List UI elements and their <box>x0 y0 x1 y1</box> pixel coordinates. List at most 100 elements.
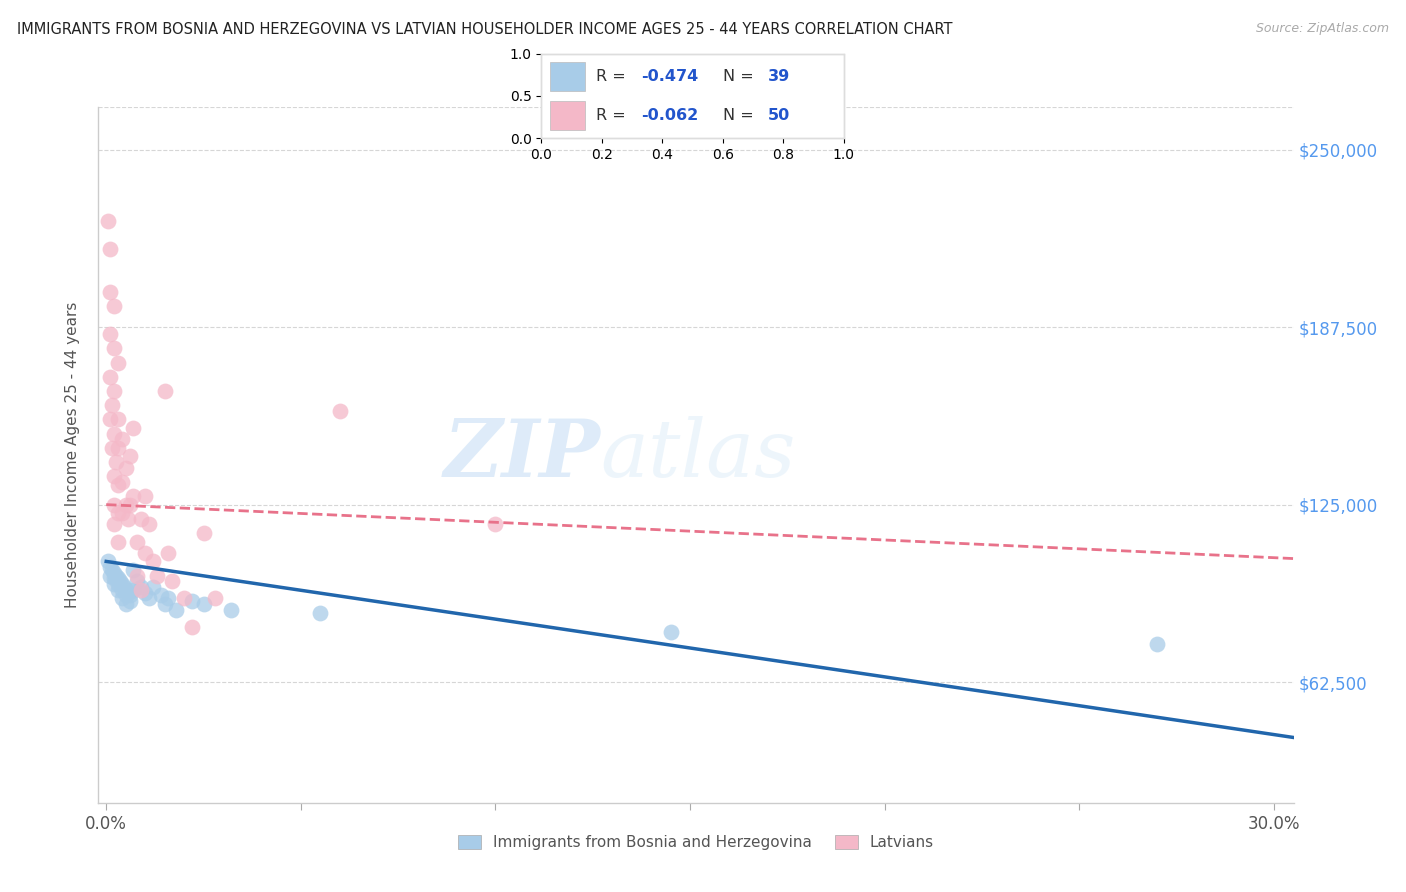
Point <box>103 498 125 512</box>
Point <box>111 577 134 591</box>
Point <box>111 582 134 597</box>
Point <box>114 460 136 475</box>
Text: 39: 39 <box>768 69 790 84</box>
Text: N =: N = <box>723 69 759 84</box>
Point <box>193 597 215 611</box>
Point <box>157 591 180 606</box>
Text: -0.062: -0.062 <box>641 108 699 123</box>
Text: R =: R = <box>596 69 631 84</box>
Point <box>153 384 176 398</box>
Point <box>153 597 176 611</box>
Point <box>219 603 242 617</box>
Point <box>118 594 141 608</box>
Point <box>127 574 149 589</box>
Point <box>98 568 121 582</box>
Point <box>104 455 127 469</box>
Point <box>129 512 152 526</box>
Point <box>98 285 121 299</box>
Point <box>103 299 125 313</box>
Point <box>98 369 121 384</box>
Point <box>103 384 125 398</box>
Point <box>108 574 131 589</box>
Point <box>107 506 129 520</box>
Point <box>114 597 136 611</box>
Point <box>134 546 156 560</box>
Point <box>157 546 180 560</box>
Point <box>118 589 141 603</box>
Point <box>193 526 215 541</box>
Point <box>98 242 121 256</box>
Point <box>107 441 129 455</box>
Point <box>111 475 134 489</box>
Point <box>104 568 127 582</box>
Point <box>142 554 165 568</box>
FancyBboxPatch shape <box>550 62 585 91</box>
Point <box>103 571 125 585</box>
Point <box>107 582 129 597</box>
Point <box>129 582 152 597</box>
Y-axis label: Householder Income Ages 25 - 44 years: Householder Income Ages 25 - 44 years <box>65 301 80 608</box>
Point <box>122 582 145 597</box>
Point <box>329 404 352 418</box>
Point <box>111 591 134 606</box>
Point <box>97 554 120 568</box>
Point <box>98 327 121 342</box>
Point <box>103 469 125 483</box>
Text: R =: R = <box>596 108 631 123</box>
Legend: Immigrants from Bosnia and Herzegovina, Latvians: Immigrants from Bosnia and Herzegovina, … <box>450 828 942 858</box>
Text: atlas: atlas <box>600 417 796 493</box>
Point <box>112 580 135 594</box>
Point <box>146 568 169 582</box>
Point <box>484 517 506 532</box>
Point <box>103 517 125 532</box>
Point <box>98 560 121 574</box>
Point <box>1146 637 1168 651</box>
Point <box>138 591 160 606</box>
Point <box>149 589 172 603</box>
Point <box>129 580 152 594</box>
Point <box>180 620 202 634</box>
Point <box>111 506 134 520</box>
Text: 50: 50 <box>768 108 790 123</box>
Point <box>107 534 129 549</box>
Point <box>114 498 136 512</box>
Text: -0.474: -0.474 <box>641 69 699 84</box>
Point <box>107 356 129 370</box>
Point <box>101 563 124 577</box>
Point <box>107 571 129 585</box>
Point <box>165 603 187 617</box>
Point <box>107 477 129 491</box>
Point <box>103 426 125 441</box>
Point <box>101 441 124 455</box>
Point <box>114 589 136 603</box>
Point <box>107 577 129 591</box>
Point <box>111 432 134 446</box>
Point <box>309 606 332 620</box>
Point <box>122 563 145 577</box>
Point <box>127 568 149 582</box>
Point <box>134 585 156 599</box>
Point <box>142 580 165 594</box>
Text: Source: ZipAtlas.com: Source: ZipAtlas.com <box>1256 22 1389 36</box>
Point <box>97 213 120 227</box>
Point <box>204 591 226 606</box>
Text: N =: N = <box>723 108 759 123</box>
Point <box>118 450 141 464</box>
Text: ZIP: ZIP <box>443 417 600 493</box>
Point <box>180 594 202 608</box>
Point <box>134 489 156 503</box>
Point <box>103 577 125 591</box>
Point <box>127 534 149 549</box>
Point <box>659 625 682 640</box>
Point <box>114 582 136 597</box>
Point <box>118 498 141 512</box>
Point <box>98 412 121 426</box>
Point <box>107 412 129 426</box>
Point <box>173 591 195 606</box>
Point <box>162 574 184 589</box>
Point <box>103 342 125 356</box>
Point <box>122 421 145 435</box>
Point <box>117 585 139 599</box>
Point <box>101 398 124 412</box>
Point <box>122 489 145 503</box>
